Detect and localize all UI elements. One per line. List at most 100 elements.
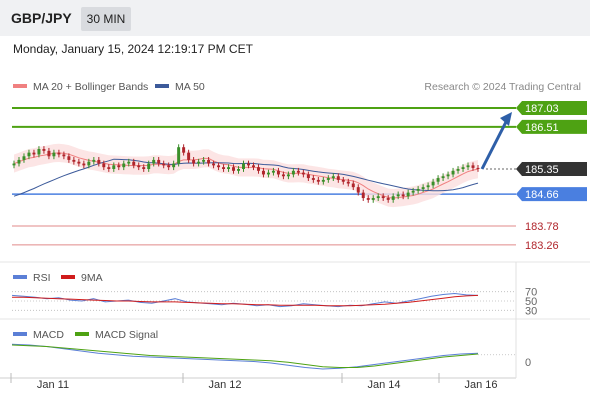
candle-body	[212, 163, 216, 166]
candle-body	[167, 165, 171, 168]
ma20-legend-swatch	[13, 84, 27, 88]
timeframe-button[interactable]: 30 MIN	[81, 7, 131, 31]
forecast-arrow-head	[500, 111, 512, 126]
candle-body	[416, 188, 420, 191]
candle-body	[222, 167, 226, 169]
candle-body	[271, 170, 275, 173]
candle-body	[237, 169, 241, 171]
candle-body	[67, 156, 71, 160]
rsi-tick-70: 70	[525, 287, 537, 299]
forecast-arrow	[480, 121, 508, 170]
candle-body	[217, 165, 221, 168]
chart-datetime: Monday, January 15, 2024 12:19:17 PM CET	[13, 42, 253, 56]
level-label-186.51: 186.51	[525, 122, 559, 134]
candle-body	[47, 150, 51, 157]
candle-body	[471, 165, 475, 168]
macd-series-MACD-Signal	[11, 344, 479, 368]
x-axis: Jan 11 Jan 12 Jan 14 Jan 16	[10, 373, 498, 391]
ma50-line	[13, 158, 479, 197]
candle-body	[57, 152, 61, 155]
rsi-tick-50: 50	[525, 296, 537, 308]
candle-body	[12, 163, 16, 166]
x-tick-label-0: Jan 11	[37, 379, 69, 391]
candle-body	[247, 163, 250, 166]
level-label-187.03: 187.03	[525, 103, 559, 115]
candle-body	[107, 167, 111, 169]
candle-body	[157, 159, 161, 164]
candle-body	[316, 179, 320, 182]
instrument-title: GBP/JPY	[11, 10, 72, 26]
candle-body	[251, 165, 255, 168]
candle-body	[276, 170, 280, 175]
candle-body	[177, 147, 181, 164]
rsi-series-9MA	[12, 294, 479, 307]
candle-body	[82, 163, 86, 166]
price-panel: 187.03 186.51 185.35 184.66 183.78 183.26	[12, 100, 587, 252]
candle-body	[27, 152, 31, 157]
candle-body	[321, 179, 325, 182]
candle-body	[426, 185, 430, 188]
candle-body	[311, 178, 315, 180]
level-tag-184.66	[516, 187, 587, 202]
candle-body	[122, 163, 126, 168]
candle-body	[207, 159, 211, 164]
candle-body	[381, 196, 385, 199]
candle-body	[306, 174, 310, 179]
candle-body	[182, 147, 186, 153]
macd-series-MACD	[11, 343, 479, 370]
x-tick-label-1: Jan 12	[208, 379, 241, 391]
candle-body	[301, 172, 305, 175]
candle-body	[391, 196, 395, 200]
candle-body	[431, 181, 435, 186]
ma20-legend-label: MA 20 + Bollinger Bands	[33, 81, 148, 93]
candle-body	[256, 167, 260, 171]
candle-body	[142, 167, 146, 169]
candle-body	[331, 176, 335, 179]
candle-body	[102, 163, 106, 168]
candle-body	[466, 165, 470, 168]
candle-body	[87, 161, 91, 166]
candle-body	[436, 178, 440, 182]
candle-body	[266, 172, 270, 175]
candle-body	[127, 161, 131, 164]
candle-body	[172, 163, 176, 168]
candle-body	[92, 159, 96, 162]
ma50-legend-swatch	[155, 84, 169, 88]
candle-body	[187, 152, 191, 160]
level-label-183.26: 183.26	[525, 240, 559, 252]
candle-body	[52, 152, 56, 157]
macd-signal-legend-swatch	[75, 332, 89, 336]
candle-body	[396, 194, 400, 197]
level-label-185.35: 185.35	[525, 164, 559, 176]
ma9-legend-label: 9MA	[81, 272, 103, 284]
chart-header: GBP/JPY 30 MIN	[0, 0, 590, 36]
candle-body	[147, 163, 151, 169]
candle-body	[346, 181, 350, 184]
candle-body	[376, 196, 380, 199]
rsi-legend-label: RSI	[33, 272, 51, 284]
candle-body	[441, 176, 445, 179]
candle-body	[351, 183, 355, 188]
candle-body	[386, 198, 390, 200]
candle-body	[411, 190, 415, 193]
candle-body	[37, 149, 41, 155]
candle-body	[72, 159, 76, 162]
ma50-legend-label: MA 50	[175, 81, 205, 93]
candle-body	[286, 174, 290, 177]
rsi-tick-30: 30	[525, 305, 537, 317]
level-tag-187.03	[516, 100, 587, 115]
candle-body	[371, 198, 375, 200]
candle-body	[461, 167, 465, 169]
candle-body	[261, 170, 265, 175]
rsi-legend-swatch	[13, 275, 27, 279]
candle-body	[22, 156, 26, 160]
candle-body	[356, 187, 360, 193]
macd-signal-legend-label: MACD Signal	[95, 329, 158, 341]
macd-legend-label: MACD	[33, 329, 64, 341]
candle-body	[401, 194, 405, 197]
candle-body	[291, 170, 295, 175]
candle-body	[281, 174, 285, 177]
candle-body	[421, 187, 425, 189]
candle-body	[117, 165, 121, 168]
